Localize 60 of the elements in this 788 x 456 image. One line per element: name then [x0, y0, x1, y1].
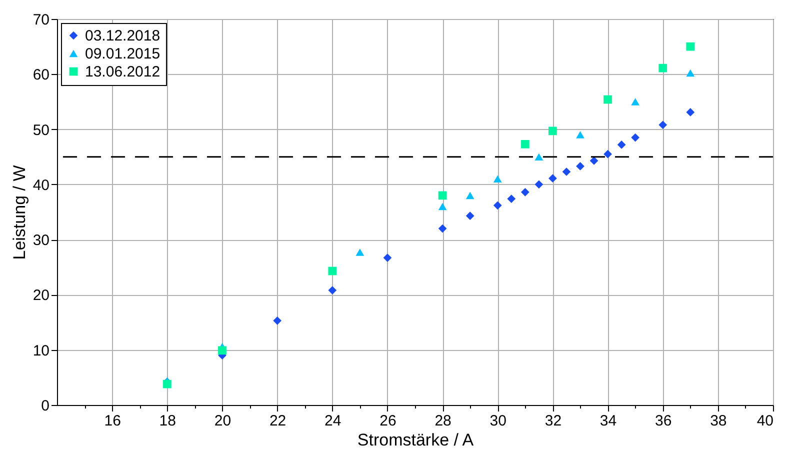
y-tick-label: 30: [32, 232, 50, 250]
point: [548, 126, 557, 136]
point: [686, 108, 695, 116]
point: [548, 174, 557, 183]
point: [604, 95, 612, 104]
point: [562, 168, 571, 176]
point: [576, 162, 584, 170]
point: [438, 191, 447, 200]
x-axis-title: Stromstärke / A: [357, 430, 474, 450]
point: [507, 194, 516, 203]
x-tick-label: 40: [756, 412, 774, 430]
point: [590, 156, 598, 165]
y-tick-label: 10: [32, 342, 50, 360]
point: [631, 133, 640, 142]
x-tick-label: 32: [544, 412, 562, 430]
y-tick-label: 0: [41, 398, 50, 414]
point: [383, 254, 392, 262]
point: [218, 346, 226, 355]
point: [604, 150, 612, 158]
y-tick-label: 20: [32, 287, 50, 304]
point: [520, 188, 530, 196]
x-tick-label: 26: [380, 412, 396, 430]
point: [466, 192, 474, 200]
x-tick-label: 38: [710, 412, 727, 430]
point: [576, 131, 584, 138]
x-tick-label: 16: [104, 412, 121, 430]
legend-label: 03.12.2018: [85, 28, 160, 44]
x-tick-label: 28: [434, 412, 452, 430]
point: [328, 286, 337, 294]
x-tick-label: 22: [269, 412, 286, 430]
point: [466, 212, 474, 220]
x-tick-label: 34: [600, 412, 617, 430]
y-axis-title: Leistung / W: [10, 165, 29, 260]
point: [658, 64, 668, 72]
point: [686, 69, 695, 77]
legend-label: 13.06.2012: [85, 64, 160, 80]
point: [686, 42, 695, 51]
point: [273, 316, 282, 325]
point: [658, 120, 668, 130]
y-tick-label: 60: [32, 66, 50, 84]
y-tick-label: 40: [32, 176, 50, 194]
legend-label: 09.01.2015: [85, 46, 160, 62]
point: [617, 140, 626, 149]
point: [534, 180, 544, 189]
y-tick-label: 50: [32, 122, 50, 139]
x-tick-label: 18: [159, 412, 176, 430]
x-tick-label: 20: [214, 412, 232, 430]
point: [493, 175, 502, 183]
point: [438, 202, 447, 210]
x-tick-label: 24: [324, 412, 342, 430]
point: [520, 140, 530, 148]
y-tick-label: 70: [32, 12, 50, 28]
point: [493, 201, 502, 210]
point: [356, 248, 364, 256]
point: [438, 224, 447, 233]
x-tick-label: 30: [490, 412, 506, 430]
point: [328, 266, 337, 276]
point: [534, 153, 544, 160]
x-tick-label: 36: [655, 412, 672, 430]
point: [631, 98, 640, 106]
